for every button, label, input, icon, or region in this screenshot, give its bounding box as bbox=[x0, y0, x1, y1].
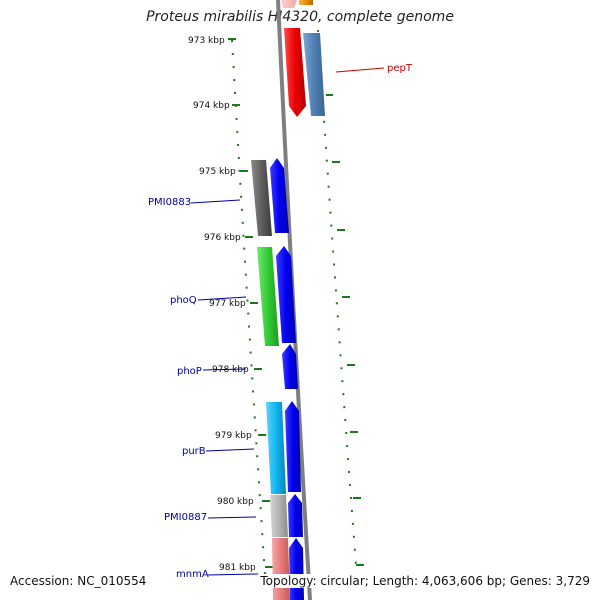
inner-scale-major-ticks bbox=[228, 38, 273, 568]
tick-label-980: 980 kbp bbox=[217, 497, 254, 507]
feature-phoQ[interactable] bbox=[257, 247, 279, 346]
feature-pink-top[interactable] bbox=[281, 0, 297, 8]
gene-labels: pepT PMI0883 phoQ phoP purB PMI0887 mnmA bbox=[148, 63, 413, 580]
leader-pepT bbox=[335, 67, 385, 73]
tick-label-975: 975 kbp bbox=[199, 167, 236, 177]
feature-PMI0883[interactable] bbox=[251, 160, 272, 236]
genome-summary-text: Topology: circular; Length: 4,063,606 bp… bbox=[259, 574, 591, 588]
leader-mnmA bbox=[207, 573, 259, 576]
scale-tick-labels: 973 kbp 974 kbp 975 kbp 976 kbp 977 kbp … bbox=[188, 36, 256, 573]
tick-label-973: 973 kbp bbox=[188, 36, 225, 46]
tick-label-977: 977 kbp bbox=[209, 299, 246, 309]
accession-text: Accession: NC_010554 bbox=[9, 574, 148, 588]
reverse-strand-features bbox=[251, 0, 306, 600]
leader-PMI0883 bbox=[190, 199, 241, 204]
feature-PMI0883-neighbor[interactable] bbox=[270, 158, 289, 233]
feature-phoP[interactable] bbox=[282, 344, 298, 389]
gene-label-purB[interactable]: purB bbox=[182, 446, 206, 457]
leader-PMI0887 bbox=[207, 516, 257, 519]
feature-orange-top[interactable] bbox=[299, 0, 313, 5]
gene-label-pepT[interactable]: pepT bbox=[387, 63, 413, 74]
gene-label-PMI0883[interactable]: PMI0883 bbox=[148, 197, 191, 208]
leader-phoQ bbox=[197, 296, 247, 301]
leader-purB bbox=[205, 448, 255, 452]
feature-mnmA[interactable] bbox=[272, 538, 290, 600]
feature-pepT[interactable] bbox=[303, 33, 325, 116]
forward-strand-features bbox=[270, 0, 325, 600]
feature-PMI0887[interactable] bbox=[270, 495, 288, 537]
gene-label-mnmA[interactable]: mnmA bbox=[176, 569, 209, 580]
inner-scale-track bbox=[231, 39, 266, 576]
feature-pepT-red[interactable] bbox=[284, 28, 306, 117]
tick-label-976: 976 kbp bbox=[204, 233, 241, 243]
gene-label-leaders bbox=[190, 67, 385, 576]
outer-scale-major-ticks bbox=[326, 94, 364, 566]
gene-label-phoP[interactable]: phoP bbox=[177, 366, 202, 377]
tick-label-981: 981 kbp bbox=[219, 563, 256, 573]
tick-label-979: 979 kbp bbox=[215, 431, 252, 441]
tick-label-978: 978 kbp bbox=[212, 365, 249, 375]
feature-PMI0887-neighbor[interactable] bbox=[288, 494, 303, 537]
feature-purB[interactable] bbox=[266, 402, 286, 494]
gene-label-phoQ[interactable]: phoQ bbox=[170, 295, 197, 306]
map-title: Proteus mirabilis HI4320, complete genom… bbox=[146, 9, 454, 25]
feature-mnmA-neighbor[interactable] bbox=[289, 538, 304, 600]
feature-phoQ-neighbor[interactable] bbox=[276, 246, 296, 343]
leader-phoP bbox=[202, 368, 247, 371]
feature-purB-neighbor[interactable] bbox=[285, 401, 301, 492]
tick-label-974: 974 kbp bbox=[193, 101, 230, 111]
gene-label-PMI0887[interactable]: PMI0887 bbox=[164, 512, 207, 523]
